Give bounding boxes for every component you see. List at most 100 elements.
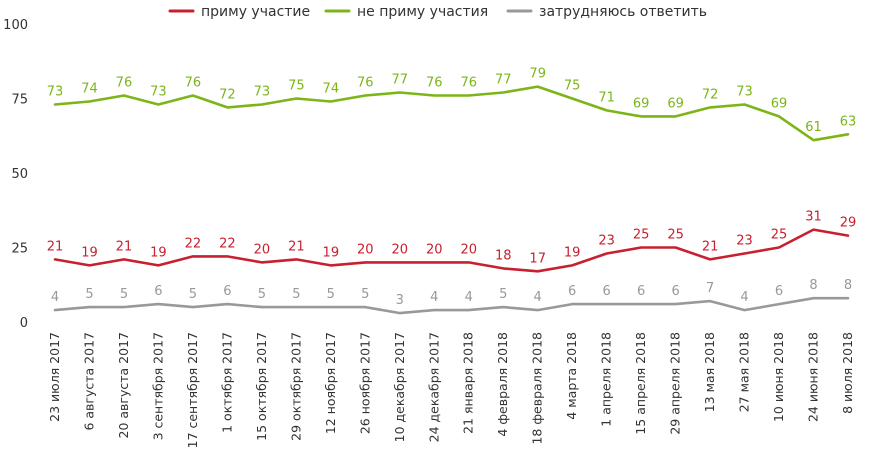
data-label: 3	[396, 293, 404, 308]
series-line	[53, 228, 850, 273]
data-label: 73	[254, 84, 271, 99]
x-tick-label: 29 апреля 2018	[668, 332, 683, 435]
data-label: 8	[844, 278, 852, 293]
data-label: 73	[736, 84, 753, 99]
data-label: 5	[120, 287, 128, 302]
x-tick-label: 1 апреля 2018	[599, 332, 614, 427]
data-label: 20	[357, 242, 374, 257]
data-label: 5	[327, 287, 335, 302]
data-label: 79	[529, 67, 546, 82]
x-tick-label: 17 сентября 2017	[185, 332, 200, 448]
x-axis: 23 июля 2017 6 августа 2017 20 августа 201…	[47, 332, 855, 448]
data-label: 76	[357, 76, 374, 91]
data-label: 69	[667, 96, 684, 111]
data-label: 5	[499, 287, 507, 302]
data-label: 73	[150, 84, 167, 99]
x-tick-label: 4 марта 2018	[564, 332, 579, 420]
data-label: 21	[47, 239, 64, 254]
x-tick-label: 10 декабря 2017	[392, 332, 407, 442]
data-label: 25	[633, 228, 650, 243]
x-tick-label: 29 октября 2017	[288, 332, 303, 441]
data-label: 4	[740, 290, 748, 305]
data-label: 19	[323, 245, 340, 260]
data-label: 4	[534, 290, 542, 305]
data-label: 6	[671, 284, 679, 299]
data-label: 72	[219, 87, 236, 102]
data-label: 6	[154, 284, 162, 299]
x-tick-label: 23 июля 2017	[47, 332, 62, 422]
data-label: 19	[81, 245, 98, 260]
data-label: 21	[288, 239, 305, 254]
data-label: 76	[460, 76, 477, 91]
data-label: 25	[771, 228, 788, 243]
data-label: 20	[254, 242, 271, 257]
x-tick-label: 20 августа 2017	[116, 332, 131, 438]
data-label: 76	[185, 76, 202, 91]
x-tick-label: 15 апреля 2018	[633, 332, 648, 435]
data-label: 77	[495, 73, 512, 88]
y-tick-label: 75	[11, 93, 28, 108]
y-tick-label: 25	[11, 242, 28, 257]
x-tick-label: 12 ноября 2017	[323, 332, 338, 434]
x-tick-label: 13 мая 2018	[702, 332, 717, 412]
data-label: 21	[702, 239, 719, 254]
y-tick-label: 50	[11, 167, 28, 182]
x-tick-label: 24 декабря 2017	[426, 332, 441, 442]
data-label: 76	[426, 76, 443, 91]
x-tick-label: 6 августа 2017	[81, 332, 96, 431]
data-label: 5	[189, 287, 197, 302]
x-tick-label: 1 октября 2017	[219, 332, 234, 433]
legend-label: затрудняюсь ответить	[539, 4, 707, 20]
y-tick-label: 0	[20, 316, 28, 331]
data-label: 22	[185, 236, 202, 251]
data-label: 4	[430, 290, 438, 305]
x-tick-label: 24 июня 2018	[806, 332, 821, 422]
data-label: 5	[85, 287, 93, 302]
x-tick-label: 27 мая 2018	[737, 332, 752, 412]
data-label: 23	[598, 233, 615, 248]
data-label: 25	[667, 228, 684, 243]
x-tick-label: 21 января 2018	[461, 332, 476, 434]
data-label: 19	[564, 245, 581, 260]
data-label: 6	[775, 284, 783, 299]
legend-label: приму участие	[201, 4, 310, 20]
data-label: 73	[47, 84, 64, 99]
data-label: 61	[805, 120, 822, 135]
data-label: 76	[116, 76, 133, 91]
data-label: 6	[637, 284, 645, 299]
data-label: 6	[223, 284, 231, 299]
data-label: 72	[702, 87, 719, 102]
data-label: 31	[805, 210, 822, 225]
data-label: 20	[460, 242, 477, 257]
legend-label: не приму участия	[357, 4, 488, 20]
x-tick-label: 18 февраля 2018	[530, 332, 545, 445]
data-label: 5	[292, 287, 300, 302]
x-tick-label: 3 сентября 2017	[150, 332, 165, 440]
y-axis: 0 25 50 75 100	[3, 18, 28, 331]
data-label: 21	[116, 239, 133, 254]
data-label: 6	[603, 284, 611, 299]
data-label: 20	[426, 242, 443, 257]
data-label: 17	[529, 251, 546, 266]
data-label: 22	[219, 236, 236, 251]
x-tick-label: 4 февраля 2018	[495, 332, 510, 437]
data-label: 77	[392, 73, 409, 88]
data-label: 74	[81, 81, 98, 96]
data-label: 19	[150, 245, 167, 260]
x-tick-label: 8 июля 2018	[840, 332, 855, 414]
data-label: 5	[258, 287, 266, 302]
x-tick-label: 26 ноября 2017	[357, 332, 372, 434]
data-label: 4	[51, 290, 59, 305]
legend: приму участие не приму участия затрудняюсь…	[168, 4, 707, 20]
data-label: 71	[598, 90, 615, 105]
series-line	[53, 296, 850, 315]
y-tick-label: 100	[3, 18, 28, 33]
data-label: 69	[633, 96, 650, 111]
x-tick-label: 10 июня 2018	[771, 332, 786, 422]
data-label: 63	[840, 114, 857, 129]
x-tick-label: 15 октября 2017	[254, 332, 269, 441]
data-label: 8	[809, 278, 817, 293]
series-line	[53, 85, 850, 142]
data-label: 75	[288, 79, 305, 94]
